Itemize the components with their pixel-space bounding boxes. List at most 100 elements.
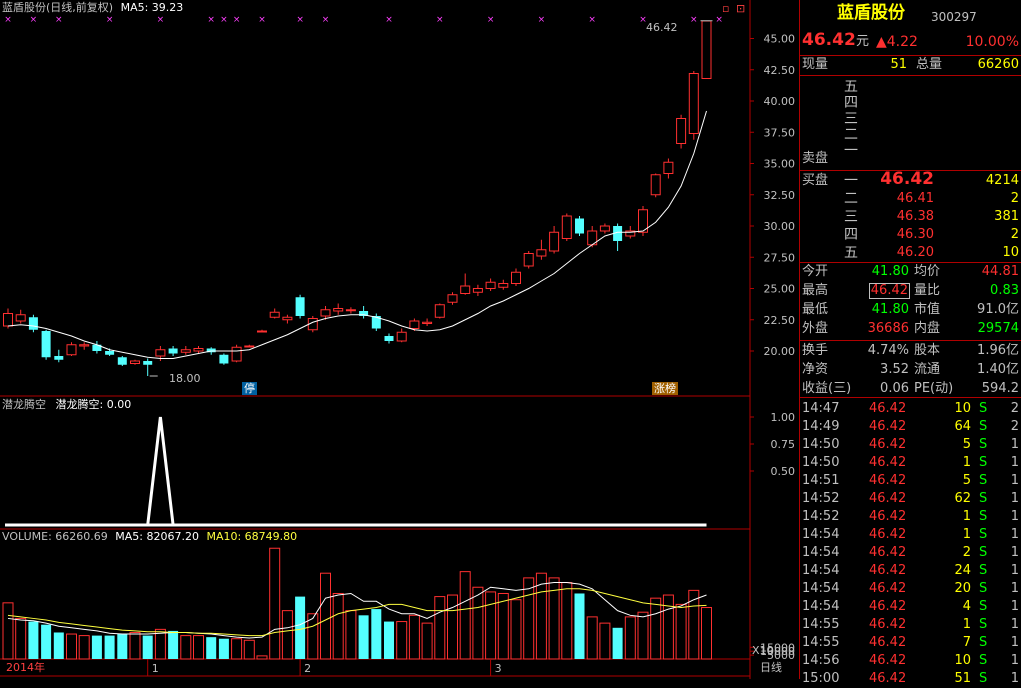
volume-bar — [523, 577, 535, 660]
tick-count: 1 — [1010, 599, 1019, 614]
tick-time: 14:47 — [802, 401, 840, 416]
ask-level-5: 五 — [844, 79, 858, 95]
bid-price: 46.42 — [880, 169, 934, 189]
tick-time: 14:49 — [802, 419, 840, 434]
tick-price: 46.42 — [869, 455, 907, 470]
candle-body — [155, 349, 166, 357]
volume-bar — [371, 609, 382, 659]
stat-row: 外盘 36686 内盘 29574 — [799, 320, 1021, 338]
tick-price: 46.42 — [869, 653, 907, 668]
candle-body — [359, 311, 369, 316]
candle-body — [41, 331, 51, 358]
volume-bar — [384, 621, 394, 659]
indicator-value: 潜龙腾空: 0.00 — [55, 398, 132, 411]
high-price-label: 46.42 — [646, 21, 678, 34]
stat-label: 均价 — [914, 264, 941, 279]
tick-row[interactable]: 14:52 46.42 62 S 1 — [799, 490, 1021, 508]
price-unit: 元 — [856, 34, 870, 49]
month-label: 2 — [304, 662, 311, 675]
tick-row[interactable]: 14:54 46.42 20 S 1 — [799, 580, 1021, 598]
tick-time: 14:56 — [802, 653, 840, 668]
tick-row[interactable]: 14:50 46.42 1 S 1 — [799, 454, 1021, 472]
stat-row: 最低 41.80 市值 91.0亿 — [799, 301, 1021, 319]
candle-body — [371, 316, 381, 329]
price-tick-label: 20.00 — [764, 345, 796, 358]
tick-row[interactable]: 14:54 46.42 24 S 1 — [799, 562, 1021, 580]
bid-qty: 10 — [1002, 245, 1019, 260]
volume-bar — [662, 594, 674, 660]
tick-row[interactable]: 14:54 46.42 2 S 1 — [799, 544, 1021, 562]
tick-row[interactable]: 14:55 46.42 7 S 1 — [799, 634, 1021, 652]
volume-tick-label: 15000 — [760, 641, 795, 654]
tick-price: 46.42 — [869, 617, 907, 632]
tick-volume: 51 — [954, 671, 971, 686]
volume-bar — [66, 633, 77, 660]
expand-icon[interactable]: ⊡ — [736, 2, 746, 15]
tick-price: 46.42 — [869, 419, 907, 434]
bid-level-row[interactable]: 五 46.20 10 — [799, 244, 1021, 262]
candle-body — [193, 348, 204, 352]
tick-row[interactable]: 14:50 46.42 5 S 1 — [799, 436, 1021, 454]
kline-chart[interactable]: 45.00 42.50 40.00 37.50 35.00 32.50 30.00 27.50… — [0, 0, 799, 679]
volume-bar — [586, 616, 598, 660]
tick-row[interactable]: 14:52 46.42 1 S 1 — [799, 508, 1021, 526]
bid-level-row[interactable]: 三 46.38 381 — [799, 208, 1021, 226]
suspend-tag[interactable]: 停 — [242, 382, 257, 395]
tick-row[interactable]: 14:55 46.42 1 S 1 — [799, 616, 1021, 634]
bid-price: 46.30 — [896, 227, 934, 242]
price-change-pct: 10.00% — [965, 34, 1019, 50]
tick-volume: 2 — [962, 545, 971, 560]
tick-volume: 1 — [962, 455, 971, 470]
tick-row[interactable]: 14:54 46.42 1 S 1 — [799, 526, 1021, 544]
candle-body — [295, 297, 305, 316]
tick-time: 14:55 — [802, 635, 840, 650]
volume-bar — [574, 593, 585, 659]
tick-volume: 1 — [962, 617, 971, 632]
collapse-icon[interactable]: ▫ — [722, 2, 730, 15]
event-marker: × — [487, 15, 495, 25]
volume-bar — [104, 635, 115, 659]
bid-qty: 4214 — [985, 173, 1019, 188]
candle-body — [663, 161, 674, 174]
event-marker: × — [55, 15, 63, 25]
tick-row[interactable]: 14:47 46.42 10 S 2 — [799, 400, 1021, 418]
stock-code: 300297 — [931, 10, 977, 24]
volume-bar — [129, 631, 141, 660]
event-marker: × — [322, 15, 330, 25]
candle-body — [219, 354, 229, 364]
tick-time: 14:52 — [802, 491, 840, 506]
indicator-tick-label: 1.00 — [771, 411, 796, 424]
event-marker: × — [157, 15, 165, 25]
stat-row: 最高 46.42 量比 0.83 — [799, 282, 1021, 300]
tick-row[interactable]: 14:56 46.42 10 S 1 — [799, 652, 1021, 670]
ask-level-1: 一 — [844, 143, 858, 159]
candle-body — [54, 356, 64, 360]
candle-body — [688, 73, 699, 134]
stat-value: 29574 — [977, 321, 1019, 336]
tick-time: 14:54 — [802, 545, 840, 560]
candle-body — [498, 283, 509, 288]
bid-level-row[interactable]: 二 46.41 2 — [799, 190, 1021, 208]
candle-body — [561, 215, 572, 239]
volume-bar — [218, 638, 229, 659]
tick-volume: 24 — [954, 563, 971, 578]
tick-row[interactable]: 14:49 46.42 64 S 2 — [799, 418, 1021, 436]
ask-level-4: 四 — [844, 95, 858, 111]
tick-side: S — [979, 527, 988, 542]
tick-side: S — [979, 401, 988, 416]
tick-row[interactable]: 15:00 46.42 51 S 1 — [799, 670, 1021, 688]
tick-volume: 4 — [962, 599, 971, 614]
quote-panel: 蓝盾股份 300297 46.42 元 ▲4.22 10.00% 现量 51 总… — [799, 0, 1021, 686]
candle-body — [472, 288, 483, 293]
bid-level-row[interactable]: 一 46.42 4214 — [799, 169, 1021, 190]
tick-price: 46.42 — [869, 401, 907, 416]
bid-level-row[interactable]: 四 46.30 2 — [799, 226, 1021, 244]
event-marker: × — [233, 15, 241, 25]
tick-side: S — [979, 473, 988, 488]
tick-row[interactable]: 14:54 46.42 4 S 1 — [799, 598, 1021, 616]
top-gainer-tag[interactable]: 涨榜 — [652, 382, 678, 395]
tick-row[interactable]: 14:51 46.42 5 S 1 — [799, 472, 1021, 490]
volume-bar — [15, 617, 27, 660]
period-label[interactable]: 日线 — [760, 661, 782, 674]
volume-tick-label: 5000 — [767, 649, 795, 662]
